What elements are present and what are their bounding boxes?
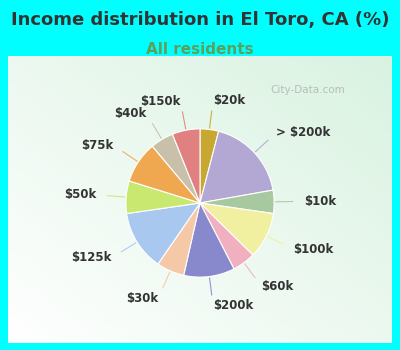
Text: $30k: $30k xyxy=(126,292,158,304)
Text: $100k: $100k xyxy=(293,243,333,256)
Text: $40k: $40k xyxy=(114,107,147,120)
Wedge shape xyxy=(126,181,200,214)
Wedge shape xyxy=(152,134,200,203)
Wedge shape xyxy=(200,190,274,214)
Text: Income distribution in El Toro, CA (%): Income distribution in El Toro, CA (%) xyxy=(11,10,389,28)
Wedge shape xyxy=(200,203,273,255)
Text: $60k: $60k xyxy=(262,280,294,293)
Wedge shape xyxy=(200,129,219,203)
Text: All residents: All residents xyxy=(146,42,254,57)
Wedge shape xyxy=(129,146,200,203)
Wedge shape xyxy=(200,203,253,269)
Text: > $200k: > $200k xyxy=(276,126,330,139)
Wedge shape xyxy=(184,203,234,277)
Wedge shape xyxy=(158,203,200,275)
Text: $125k: $125k xyxy=(72,251,112,264)
Wedge shape xyxy=(200,131,273,203)
Text: $20k: $20k xyxy=(213,93,245,106)
Text: City-Data.com: City-Data.com xyxy=(270,85,345,95)
Text: $150k: $150k xyxy=(140,94,180,107)
Wedge shape xyxy=(172,129,200,203)
Text: $50k: $50k xyxy=(64,188,96,201)
Text: $75k: $75k xyxy=(81,139,114,152)
Text: $200k: $200k xyxy=(213,300,253,313)
Text: $10k: $10k xyxy=(304,195,336,208)
Wedge shape xyxy=(127,203,200,264)
